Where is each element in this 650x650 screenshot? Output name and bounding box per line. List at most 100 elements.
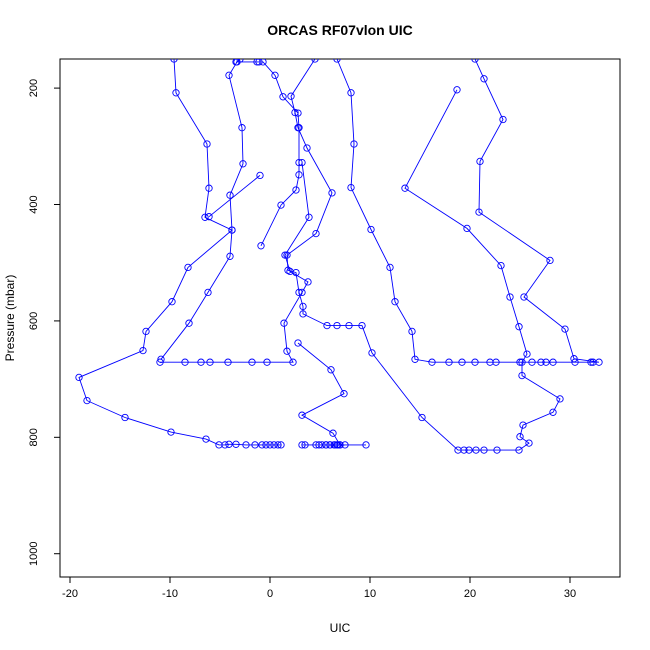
series-0-point-18 <box>232 440 240 448</box>
series-5-line <box>208 175 261 218</box>
series-6-point-8 <box>283 347 291 355</box>
series-3-point-8 <box>284 266 292 274</box>
y-tick-label-2: 600 <box>28 312 40 330</box>
series-4-point-28 <box>475 208 483 216</box>
series-7-line <box>297 342 366 446</box>
series-6-point-12 <box>286 267 294 276</box>
series-3-point-26 <box>525 439 533 447</box>
series-3-point-3 <box>294 124 302 132</box>
series-4-point-7 <box>408 327 416 336</box>
series-8-point-3 <box>336 441 344 449</box>
series-3-point-17 <box>368 349 376 357</box>
series-7-point-4 <box>329 429 337 437</box>
series-6-line <box>160 162 310 363</box>
series-0-point-8 <box>142 327 150 336</box>
series-6-point-3 <box>206 358 214 366</box>
series-4-point-16 <box>528 358 536 366</box>
y-tick-label-0: 200 <box>28 79 40 97</box>
series-3-point-27 <box>516 433 524 441</box>
series-3-point-34 <box>515 323 523 331</box>
x-tick-label-1: -10 <box>162 588 178 600</box>
series-4-point-2 <box>350 140 358 148</box>
series-4-point-18 <box>542 358 550 366</box>
y-axis: 200 400 600 800 1000 <box>28 79 60 566</box>
series-1-point-9 <box>185 319 193 327</box>
series-8-point-1 <box>326 441 334 449</box>
series-1-point-7 <box>226 252 234 260</box>
x-tick-label-2: 0 <box>267 588 273 600</box>
series-0-point-9 <box>139 346 147 355</box>
x-axis-label: UIC <box>330 621 351 635</box>
series-6-point-1 <box>181 358 189 366</box>
series-0-point-16 <box>221 441 229 449</box>
series-2-point-11 <box>277 201 285 209</box>
series-3-point-24 <box>493 446 501 454</box>
series-0-point-2 <box>203 140 211 148</box>
x-axis: -20 -10 0 10 20 30 <box>62 577 576 600</box>
series-4-point-8 <box>411 355 419 363</box>
series-3-point-31 <box>518 371 526 380</box>
series-3-point-39 <box>453 86 461 94</box>
series-0-point-11 <box>83 396 91 405</box>
series-2-point-9 <box>295 171 303 179</box>
series-3-point-16 <box>358 321 366 330</box>
series-1-point-3 <box>238 124 246 132</box>
series-6-point-6 <box>263 358 271 366</box>
series-3-point-14 <box>333 321 341 330</box>
series-2-point-0 <box>232 59 240 66</box>
series-0-point-10 <box>75 373 83 382</box>
series-3-point-37 <box>463 224 471 233</box>
series-4-point-1 <box>347 89 355 97</box>
series-4-point-11 <box>458 358 466 366</box>
series-7-point-2 <box>340 390 348 398</box>
series-4-point-21 <box>587 358 595 366</box>
series-0-point-23 <box>266 441 274 449</box>
series-3-point-30 <box>556 395 564 403</box>
series-3-point-29 <box>549 408 557 416</box>
series-0-line <box>78 59 281 446</box>
series-0-point-0 <box>170 59 178 63</box>
series-8-point-0 <box>322 441 330 449</box>
series-2-point-5 <box>279 93 287 101</box>
series-4-point-4 <box>367 225 375 234</box>
x-tick-label-5: 30 <box>564 588 576 600</box>
series-0-point-17 <box>225 440 233 448</box>
series-0-point-24 <box>270 441 278 449</box>
series-6-point-10 <box>298 288 306 297</box>
series-8-point-4 <box>341 441 349 449</box>
series-3-point-38 <box>401 184 409 192</box>
plot-area-frame <box>59 58 621 578</box>
y-tick-label-3: 800 <box>28 428 40 446</box>
series-5-point-1 <box>205 213 213 221</box>
series-3-point-25 <box>515 446 523 454</box>
series-6-point-5 <box>248 358 256 366</box>
series-6-point-9 <box>280 319 288 327</box>
series-6-point-11 <box>304 278 312 286</box>
series-4-point-32 <box>471 59 479 63</box>
series-4-point-20 <box>571 358 579 366</box>
series-0-point-22 <box>262 441 270 449</box>
series-8-point-5 <box>334 441 342 449</box>
series-8-point-2 <box>331 441 339 449</box>
series-3-point-11 <box>299 302 307 311</box>
series-2-point-12 <box>257 242 265 250</box>
series-3-point-0 <box>311 59 319 63</box>
series-3-point-6 <box>312 229 320 238</box>
series-4-point-19 <box>549 358 557 366</box>
series-6-point-0 <box>156 358 164 366</box>
y-axis-label: Pressure (mbar) <box>3 275 17 362</box>
series-1-point-4 <box>239 160 247 168</box>
series-0-point-25 <box>274 441 282 449</box>
series-3-line <box>286 59 561 451</box>
series-4-point-30 <box>499 115 507 124</box>
series-1-point-2 <box>225 71 233 79</box>
series-6-point-2 <box>197 358 205 366</box>
series-1-point-5 <box>226 191 234 199</box>
series-4-line <box>336 59 600 363</box>
series-3-point-15 <box>345 321 353 330</box>
series-4-point-9 <box>428 358 436 366</box>
series-4-point-25 <box>561 325 569 333</box>
series-4-point-29 <box>476 157 484 166</box>
series-4-point-17 <box>537 358 545 366</box>
